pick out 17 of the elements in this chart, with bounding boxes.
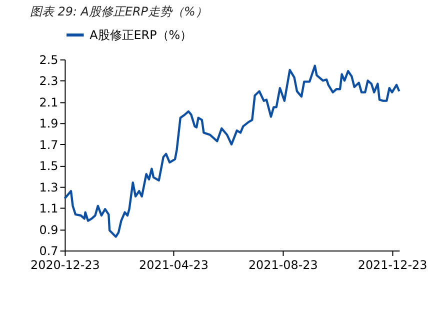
y-tick-label: 2.5 (39, 52, 58, 67)
y-tick-label: 1.9 (39, 116, 58, 131)
y-tick-label: 0.7 (39, 244, 58, 258)
y-tick-label: 1.1 (39, 202, 58, 216)
chart-title: 图表 29: A股修正ERP走势（%） (30, 4, 208, 19)
y-tick-label: 1.5 (39, 159, 58, 174)
y-tick-label: 2.3 (39, 74, 58, 88)
x-tick-label: 2021-08-23 (248, 258, 318, 272)
y-tick-label: 0.9 (39, 222, 58, 237)
x-tick-label: 2020-12-23 (30, 258, 100, 272)
y-tick-label: 1.3 (39, 180, 58, 194)
x-tick-label: 2021-12-23 (358, 258, 428, 272)
line-series (64, 64, 400, 238)
y-tick-label: 2.1 (39, 95, 58, 110)
y-tick-label: 1.7 (39, 138, 58, 152)
x-tick-label: 2021-04-23 (139, 258, 208, 272)
legend-label: A股修正ERP（%） (90, 28, 192, 42)
